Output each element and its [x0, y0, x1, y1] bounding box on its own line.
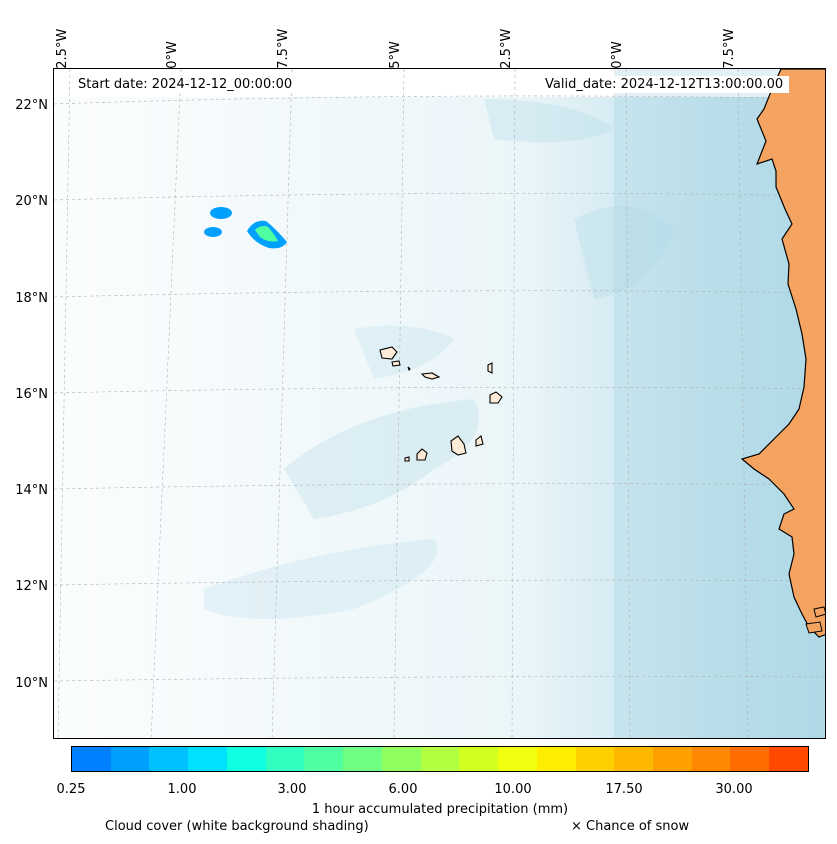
lat-label-18n: 18°N — [15, 291, 48, 306]
colorbar-cell — [265, 747, 305, 771]
map-area — [53, 68, 826, 739]
start-date-label: Start date: 2024-12-12_00:00:00 — [72, 76, 299, 93]
cloud-shading — [54, 97, 825, 738]
colorbar-cell — [575, 747, 615, 771]
lat-label-22n: 22°N — [15, 98, 48, 113]
colorbar-tick: 3.00 — [277, 782, 307, 797]
colorbar-cell — [769, 747, 808, 771]
colorbar-cell — [226, 747, 266, 771]
colorbar-tick: 17.50 — [605, 782, 643, 797]
precip-colorbar — [71, 746, 809, 772]
colorbar-tick: 1.00 — [167, 782, 197, 797]
lat-label-14n: 14°N — [15, 483, 48, 498]
colorbar-title: 1 hour accumulated precipitation (mm) — [311, 802, 569, 817]
island-bijagos — [813, 606, 825, 618]
island-bijagos — [805, 621, 823, 634]
colorbar-cell — [381, 747, 421, 771]
lat-label-16n: 16°N — [15, 387, 48, 402]
lat-label-20n: 20°N — [15, 194, 48, 209]
colorbar-tick: 0.25 — [56, 782, 86, 797]
colorbar-tick: 30.00 — [715, 782, 753, 797]
valid-date-label: Valid_date: 2024-12-12T13:00:00.00 — [539, 76, 790, 93]
snow-legend: × Chance of snow — [571, 819, 690, 834]
cloud-patch — [354, 325, 454, 379]
graticule — [54, 69, 825, 738]
colorbar-cell — [614, 747, 654, 771]
precip-cell — [210, 207, 232, 219]
lat-label-10n: 10°N — [15, 676, 48, 691]
colorbar-cell — [730, 747, 770, 771]
colorbar-cell — [691, 747, 731, 771]
colorbar-cell — [536, 747, 576, 771]
colorbar-cell — [72, 747, 111, 771]
cloud-patch — [204, 539, 438, 619]
colorbar-cell — [343, 747, 382, 771]
colorbar-tick: 6.00 — [388, 782, 418, 797]
colorbar-cell — [498, 747, 537, 771]
cloud-patch — [284, 399, 479, 519]
colorbar-cell — [459, 747, 499, 771]
colorbar-cell — [149, 747, 189, 771]
colorbar-cell — [420, 747, 460, 771]
cloud-patch — [484, 99, 614, 143]
precip-cell-core — [255, 226, 278, 242]
lat-label-12n: 12°N — [15, 579, 48, 594]
colorbar-cell — [188, 747, 227, 771]
colorbar-cell — [304, 747, 344, 771]
colorbar-cell — [110, 747, 150, 771]
precip-cell — [204, 227, 222, 237]
map-canvas — [54, 69, 825, 738]
cloud-patch — [574, 206, 674, 299]
cloud-cover-legend: Cloud cover (white background shading) — [105, 819, 369, 834]
colorbar-tick: 10.00 — [494, 782, 532, 797]
colorbar-cell — [653, 747, 692, 771]
land-africa — [740, 69, 825, 638]
cape-verde-islands — [379, 346, 503, 462]
